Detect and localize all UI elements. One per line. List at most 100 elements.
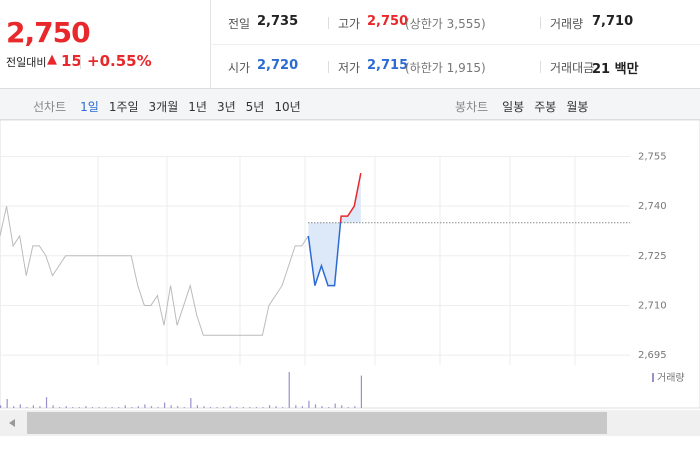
volume-bar bbox=[255, 407, 258, 408]
stat-value: 2,750 bbox=[367, 14, 409, 29]
volume-bar bbox=[150, 406, 153, 408]
volume-bar bbox=[0, 405, 2, 408]
volume-bar bbox=[354, 406, 356, 408]
divider bbox=[328, 61, 329, 73]
stat-value: 2,720 bbox=[257, 58, 299, 73]
period-button[interactable]: 1년 bbox=[188, 100, 207, 114]
volume-bar bbox=[288, 372, 290, 408]
divider bbox=[540, 61, 541, 73]
stat-value: 21 백만 bbox=[592, 62, 639, 77]
volume-bar bbox=[236, 407, 238, 408]
volume-bar bbox=[216, 407, 218, 408]
y-tick-label: 2,695 bbox=[638, 350, 667, 361]
volume-bar bbox=[334, 403, 336, 408]
volume-bar bbox=[118, 407, 120, 408]
price-line bbox=[307, 172, 362, 287]
period-button[interactable]: 1일 bbox=[80, 100, 99, 114]
toolbar: 선차트 1일 1주일 3개월 1년 3년 5년 10년 봉차트 일봉 주봉 월봉 bbox=[0, 88, 700, 120]
stat-note: (상한가 3,555) bbox=[405, 17, 486, 31]
volume-bar bbox=[98, 407, 100, 408]
period-button[interactable]: 5년 bbox=[245, 100, 265, 114]
y-tick-label: 2,755 bbox=[638, 152, 667, 163]
volume-bar bbox=[19, 404, 21, 408]
stat-value: 7,710 bbox=[592, 14, 634, 29]
volume-bar bbox=[314, 404, 317, 408]
candle-chart-options: 봉차트 일봉 주봉 월봉 bbox=[455, 96, 598, 115]
volume-bar bbox=[301, 406, 303, 408]
volume-bar bbox=[308, 400, 310, 408]
volume-bar bbox=[6, 399, 8, 408]
chart: 2,755 2,740 2,725 2,710 2,695 거래량 bbox=[0, 120, 700, 436]
volume-bar bbox=[137, 406, 139, 408]
volume-bar bbox=[203, 406, 205, 408]
volume-bar bbox=[223, 407, 225, 408]
stat-label: 전일 bbox=[228, 17, 251, 31]
change: 15 bbox=[61, 52, 82, 70]
volume-bar bbox=[242, 407, 244, 408]
volume-bar bbox=[124, 405, 126, 408]
scrollbar-thumb[interactable] bbox=[27, 412, 607, 434]
y-tick-label: 2,710 bbox=[638, 300, 667, 311]
volume-bar bbox=[177, 406, 179, 408]
volume-bar bbox=[13, 406, 15, 408]
period-button[interactable]: 10년 bbox=[274, 100, 301, 114]
y-tick-label: 2,725 bbox=[638, 251, 667, 262]
volume-bar bbox=[104, 407, 107, 408]
volume-bar bbox=[275, 406, 277, 408]
scroll-left-arrow bbox=[9, 419, 15, 427]
toolbar-label: 선차트 bbox=[33, 100, 67, 114]
volume-bar bbox=[347, 407, 349, 408]
plot-border bbox=[0, 120, 700, 409]
volume-bar bbox=[321, 406, 323, 408]
volume-bar bbox=[52, 405, 54, 408]
price-line bbox=[0, 206, 309, 336]
period-button[interactable]: 3개월 bbox=[148, 100, 179, 114]
period-button[interactable]: 1주일 bbox=[108, 100, 139, 114]
volume-bar bbox=[131, 407, 133, 408]
volume-bar bbox=[360, 375, 362, 408]
volume-legend-swatch bbox=[652, 373, 654, 382]
stat-label: 고가 bbox=[338, 17, 361, 31]
volume-bar bbox=[111, 407, 113, 408]
toolbar-label: 봉차트 bbox=[455, 100, 489, 114]
volume-bar bbox=[341, 405, 343, 408]
price: 2,750 bbox=[6, 16, 91, 49]
volume-legend: 거래량 bbox=[657, 372, 685, 384]
volume-bar bbox=[328, 407, 330, 408]
volume-bar bbox=[72, 407, 74, 408]
period-button[interactable]: 일봉 bbox=[502, 100, 525, 114]
volume-bar bbox=[59, 407, 61, 408]
volume-bar bbox=[45, 397, 48, 408]
change-arrow: ▲ bbox=[47, 52, 57, 67]
volume-bar bbox=[282, 407, 284, 408]
period-button[interactable]: 주봉 bbox=[534, 100, 557, 114]
below-close-fill bbox=[308, 173, 361, 286]
volume-bar bbox=[249, 407, 251, 408]
stat-label: 시가 bbox=[228, 61, 251, 75]
y-tick-label: 2,740 bbox=[638, 201, 667, 212]
volume-bar bbox=[65, 406, 67, 408]
volume-bar bbox=[85, 406, 87, 408]
stat-label: 거래량 bbox=[550, 17, 584, 31]
stat-note: (하한가 1,915) bbox=[405, 61, 486, 75]
period-button[interactable]: 3년 bbox=[216, 100, 236, 114]
volume-bar bbox=[183, 407, 185, 408]
volume-bar bbox=[190, 398, 192, 408]
volume-bar bbox=[268, 405, 271, 408]
change-label: 전일대비 bbox=[6, 56, 47, 69]
volume-bar bbox=[209, 407, 212, 408]
volume-bar bbox=[26, 407, 28, 408]
divider bbox=[80, 55, 81, 69]
period-button[interactable]: 월봉 bbox=[566, 100, 589, 114]
volume-bar bbox=[144, 404, 146, 408]
volume-bar bbox=[32, 405, 34, 408]
line-chart-options: 선차트 1일 1주일 3개월 1년 3년 5년 10년 bbox=[33, 96, 311, 115]
volume-bar bbox=[262, 407, 264, 408]
stat-label: 거래대금 bbox=[550, 61, 595, 75]
stat-value: 2,715 bbox=[367, 58, 409, 73]
volume-bar bbox=[39, 406, 41, 408]
change-rate: +0.55% bbox=[87, 52, 152, 70]
volume-bar bbox=[295, 405, 297, 408]
stat-value: 2,735 bbox=[257, 14, 299, 29]
volume-bar bbox=[170, 405, 172, 408]
